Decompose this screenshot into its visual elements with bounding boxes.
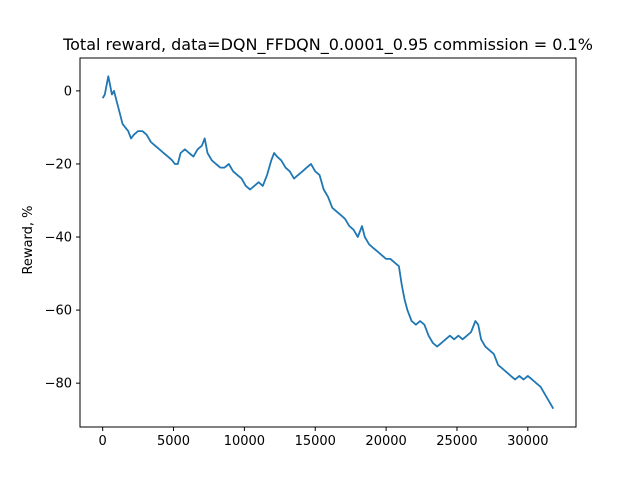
y-tick-label: −20 — [45, 157, 72, 172]
x-tick-label: 0 — [99, 434, 107, 449]
plot-frame — [79, 57, 577, 428]
y-axis-ticks: 0 −20 −40 −60 −80 — [45, 84, 80, 392]
y-tick-label: −60 — [45, 304, 72, 319]
y-axis-label: Reward, % — [21, 205, 36, 274]
y-tick-label: 0 — [64, 84, 72, 99]
plot-area — [79, 57, 577, 428]
y-tick-label: −80 — [45, 377, 72, 392]
series-line-0 — [101, 75, 555, 410]
y-tick-label: −40 — [45, 231, 72, 246]
x-tick-label: 25000 — [436, 434, 477, 449]
x-tick-label: 5000 — [157, 434, 190, 449]
x-tick-label: 15000 — [295, 434, 336, 449]
x-tick-label: 20000 — [365, 434, 406, 449]
x-tick-label: 30000 — [507, 434, 548, 449]
x-axis-ticks: 0 5000 10000 15000 20000 25000 30000 — [99, 427, 548, 449]
x-tick-label: 10000 — [224, 434, 265, 449]
chart-title: Total reward, data=DQN_FFDQN_0.0001_0.95… — [62, 35, 593, 55]
